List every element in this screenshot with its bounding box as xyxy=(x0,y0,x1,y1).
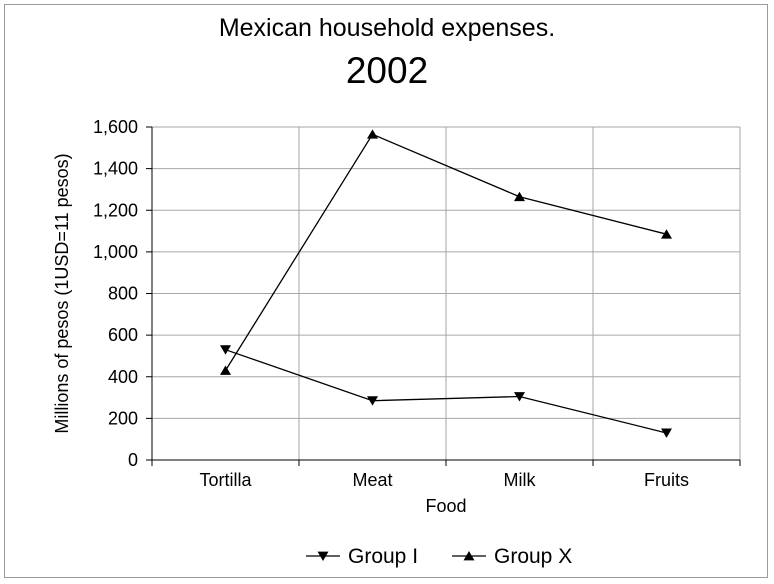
legend-label-group-i: Group I xyxy=(348,545,418,568)
x-axis-ticks: Tortilla Meat Milk Fruits xyxy=(152,460,740,490)
y-tick-label: 1,400 xyxy=(93,159,138,179)
legend: Group I Group X xyxy=(306,545,572,568)
x-tick-label: Fruits xyxy=(644,470,689,490)
y-tick-label: 800 xyxy=(108,284,138,304)
y-axis-label: Millions of pesos (1USD=11 pesos) xyxy=(52,153,72,433)
x-tick-label: Milk xyxy=(504,470,537,490)
x-axis-label: Food xyxy=(425,496,466,516)
data-point-group-i xyxy=(661,429,672,438)
y-tick-label: 400 xyxy=(108,367,138,387)
y-tick-label: 200 xyxy=(108,408,138,428)
data-point-group-x xyxy=(220,366,231,375)
data-point-group-x xyxy=(514,192,525,201)
data-point-group-x xyxy=(367,129,378,138)
y-axis-ticks: 0 200 400 600 800 1,000 1,200 1,400 1,600 xyxy=(93,117,152,470)
data-point-group-x xyxy=(661,229,672,238)
y-tick-label: 1,200 xyxy=(93,200,138,220)
y-tick-label: 1,000 xyxy=(93,242,138,262)
y-tick-label: 0 xyxy=(128,450,138,470)
x-tick-label: Meat xyxy=(352,470,392,490)
y-tick-label: 1,600 xyxy=(93,117,138,137)
y-tick-label: 600 xyxy=(108,325,138,345)
x-tick-label: Tortilla xyxy=(199,470,252,490)
legend-label-group-x: Group X xyxy=(494,545,572,568)
grid-lines xyxy=(152,127,740,460)
data-point-group-i xyxy=(220,345,231,354)
